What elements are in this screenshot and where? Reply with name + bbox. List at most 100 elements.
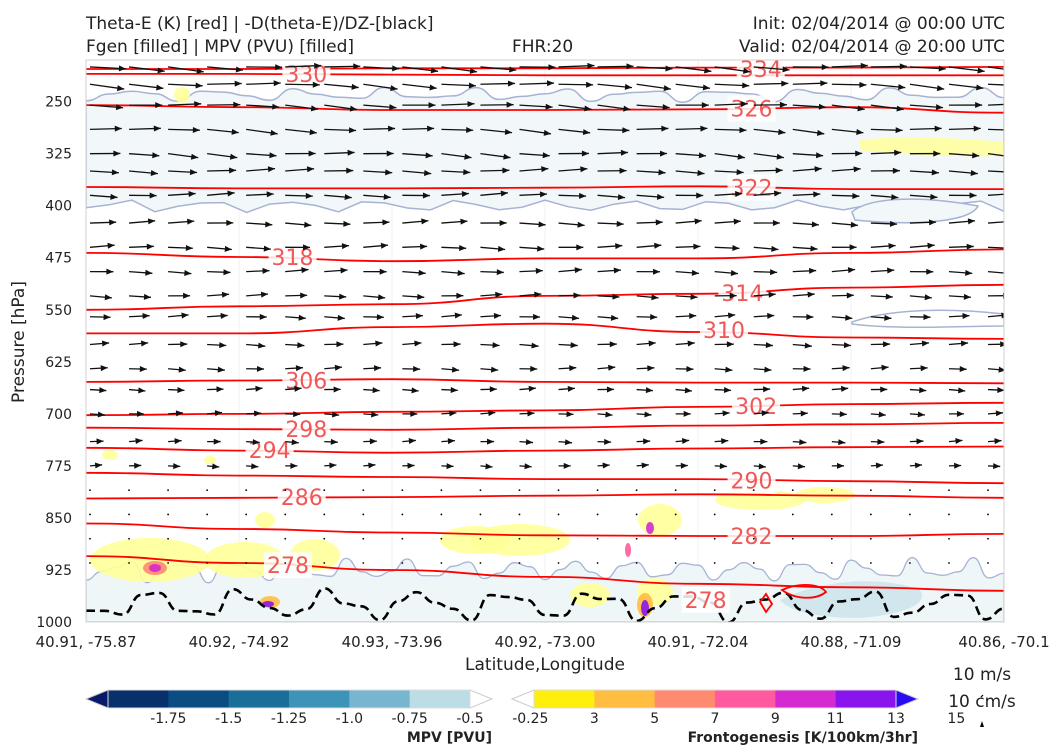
wind-vector-head [507,80,516,87]
plot-content: 330 3343263223183143103063022982942902862… [86,60,1004,622]
wind-vector-head [684,387,692,394]
wind-vector-head [650,314,658,321]
wind-vector-head [579,192,587,199]
wind-vector [987,193,1004,196]
wind-vector-head [569,365,577,372]
wind-vector-head [651,294,659,301]
wind-vector-head [696,192,704,199]
wind-vector-head [570,342,578,349]
wind-vector-point [948,489,950,492]
wind-vector-head [781,80,789,87]
wind-vector-point [830,537,833,540]
wind-vector-head [804,342,812,349]
colorbar-0-tick-label: -1.25 [271,711,307,727]
wind-vector-head [190,153,199,160]
wind-vector-point [284,537,287,540]
colorbar-1-segment [715,690,776,708]
wind-vector-head [998,366,1004,373]
theta-e-contour-306 [86,378,1004,385]
wind-vector-head [429,84,437,91]
wind-vector-head [838,439,846,446]
wind-vector-point [440,489,443,492]
wind-vector-head [385,169,393,176]
wind-vector-head [691,269,699,276]
wind-vector-point [791,537,794,540]
wind-vector-point [791,562,794,564]
wind-vector-head [923,314,931,321]
wind-vector-head [509,66,517,73]
y-axis-label: Pressure [hPa] [9,281,29,403]
wind-vector-head [571,314,580,321]
wind-vector-head [375,340,383,347]
wind-vector-head [758,463,766,470]
wind-vector-head [504,128,513,135]
wind-vector-head [856,129,864,136]
wind-vector-head [859,81,867,88]
wind-vector-point [284,489,287,492]
wind-vector-head [383,193,391,200]
wind-reference-label-1: 10 m/s [953,665,1011,685]
wind-vector-point [128,562,130,564]
wind-vector-point [635,537,638,540]
wind-vector [987,153,1004,157]
wind-vector-head [732,245,740,252]
wind-vector-head [535,267,543,274]
theta-e-contour-318 [86,248,1004,263]
wind-vector-head [492,342,500,349]
wind-vector-head [842,365,850,372]
theta-e-contour-298 [86,422,1004,431]
wind-vector-head [524,463,532,470]
wind-vector-point [557,489,560,492]
wind-vector-head [152,152,160,159]
wind-vector-head [656,193,665,200]
colorbar-1-segment [594,690,656,708]
wind-vector-head [534,291,542,298]
wind-vector-point [128,537,130,540]
y-axis-ticks: 250 325 400 475 550 625 700 775 850 925 1000 [36,95,72,631]
wind-vector-head [423,169,432,176]
wind-vector-head [382,219,390,226]
wind-vector-point [440,562,443,564]
wind-vector-head [348,127,357,134]
wind-vector-head [219,342,227,349]
wind-vector-head [420,243,428,250]
theta-e-contour-302 [86,401,1004,417]
theta-e-contour-330 [86,72,1004,77]
wind-vector-head [814,166,822,173]
wind-vector-point [440,513,443,516]
wind-vector-head [411,387,419,394]
y-tick-label: 250 [45,95,72,111]
wind-vector-head [175,410,184,417]
wind-vector-head [767,312,775,319]
wind-vector-head [995,410,1003,417]
wind-vector-head [970,169,978,176]
theta-e-label: 286 [281,486,323,511]
wind-vector-head [880,386,888,393]
wind-vector-head [962,312,970,319]
wind-vector-head [619,167,627,174]
wind-vector-head [333,386,341,393]
wind-vector-point [987,513,989,516]
wind-vector-head [96,438,104,445]
wind-vector-point [401,489,404,492]
colorbar-0-tick-label: -0.75 [392,711,428,727]
wind-vector-point [596,537,599,540]
wind-vector-point [362,537,365,540]
wind-vector-head [730,270,739,277]
wind-vector-head [527,410,535,417]
wind-vector-head [733,218,741,225]
wind-vector-point [323,513,326,516]
title-left-line-1: Theta-E (K) [red] | -D(theta-E)/DZ-[blac… [86,14,434,34]
wind-vector-head [425,152,433,159]
wind-vector-head [875,462,884,469]
wind-vector-head [463,169,471,176]
wind-vector-point [674,562,677,564]
wind-vector-head [997,387,1004,393]
wind-vector-head [531,342,539,349]
wind-vector-head [533,313,541,320]
theta-e-label: 278 [685,589,727,614]
wind-vector-head [892,167,900,174]
wind-vector-head [760,438,768,445]
wind-vector-head [898,83,906,90]
wind-vector-head [702,84,711,91]
